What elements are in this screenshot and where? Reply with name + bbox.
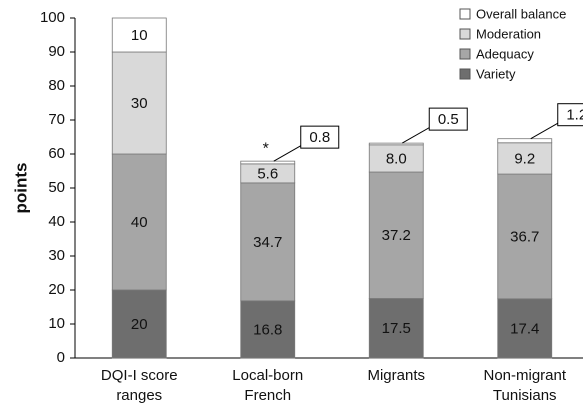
x-tick-label: Non-migrant Tunisians bbox=[483, 367, 567, 404]
bar-segment bbox=[497, 298, 553, 359]
value-label: 40 bbox=[131, 214, 148, 231]
x-tick-label: Local-born French bbox=[232, 367, 304, 404]
value-label: 17.5 bbox=[382, 320, 411, 337]
y-axis-label: points bbox=[11, 163, 30, 214]
callout-line bbox=[273, 144, 302, 162]
annotation: * bbox=[263, 140, 269, 157]
y-tick-label: 90 bbox=[48, 43, 65, 60]
value-label: 1.2 bbox=[566, 107, 583, 124]
value-label: 8.0 bbox=[386, 150, 407, 167]
legend-swatch bbox=[459, 68, 471, 80]
legend-label: Overall balance bbox=[476, 6, 566, 21]
bar-segment bbox=[368, 171, 424, 299]
bar-segment bbox=[111, 17, 167, 53]
bar-segment bbox=[111, 51, 167, 155]
y-tick-label: 30 bbox=[48, 247, 65, 264]
y-tick-label: 70 bbox=[48, 111, 65, 128]
bar-segment bbox=[368, 142, 424, 146]
callout-line bbox=[530, 122, 559, 140]
callout-box bbox=[428, 107, 468, 131]
x-tick-label: Migrants bbox=[367, 367, 426, 384]
bar-segment bbox=[240, 300, 296, 359]
value-label: 36.7 bbox=[510, 228, 539, 245]
value-label: 17.4 bbox=[510, 320, 539, 337]
y-tick-label: 40 bbox=[48, 213, 65, 230]
bar-segment bbox=[111, 289, 167, 359]
y-tick-label: 10 bbox=[48, 315, 65, 332]
value-label: 10 bbox=[131, 27, 148, 44]
legend-label: Moderation bbox=[476, 26, 541, 41]
callout-line bbox=[402, 126, 431, 144]
bar-segment bbox=[497, 173, 553, 300]
legend-swatch bbox=[459, 28, 471, 40]
y-tick-label: 80 bbox=[48, 77, 65, 94]
legend-swatch bbox=[459, 48, 471, 60]
value-label: 37.2 bbox=[382, 227, 411, 244]
callout-box bbox=[300, 125, 340, 149]
value-label: 9.2 bbox=[514, 150, 535, 167]
value-label: 5.6 bbox=[257, 165, 278, 182]
y-tick-label: 50 bbox=[48, 179, 65, 196]
bar-segment bbox=[240, 182, 296, 302]
bar-segment bbox=[497, 138, 553, 144]
legend-label: Adequacy bbox=[476, 46, 534, 61]
bar-segment bbox=[497, 142, 553, 175]
legend-swatch bbox=[459, 8, 471, 20]
y-tick-label: 0 bbox=[57, 349, 65, 366]
y-tick-label: 60 bbox=[48, 145, 65, 162]
value-label: 0.5 bbox=[438, 111, 459, 128]
value-label: 0.8 bbox=[309, 129, 330, 146]
bar-segment bbox=[240, 160, 296, 165]
y-tick-label: 100 bbox=[40, 9, 65, 26]
x-tick-label: DQI-I score ranges bbox=[100, 367, 178, 404]
bar-segment bbox=[368, 298, 424, 359]
callout-box bbox=[557, 103, 583, 127]
value-label: 20 bbox=[131, 316, 148, 333]
value-label: 16.8 bbox=[253, 321, 282, 338]
bar-segment bbox=[111, 153, 167, 291]
value-label: 34.7 bbox=[253, 234, 282, 251]
value-label: 30 bbox=[131, 95, 148, 112]
legend-label: Variety bbox=[476, 66, 516, 81]
y-tick-label: 20 bbox=[48, 281, 65, 298]
